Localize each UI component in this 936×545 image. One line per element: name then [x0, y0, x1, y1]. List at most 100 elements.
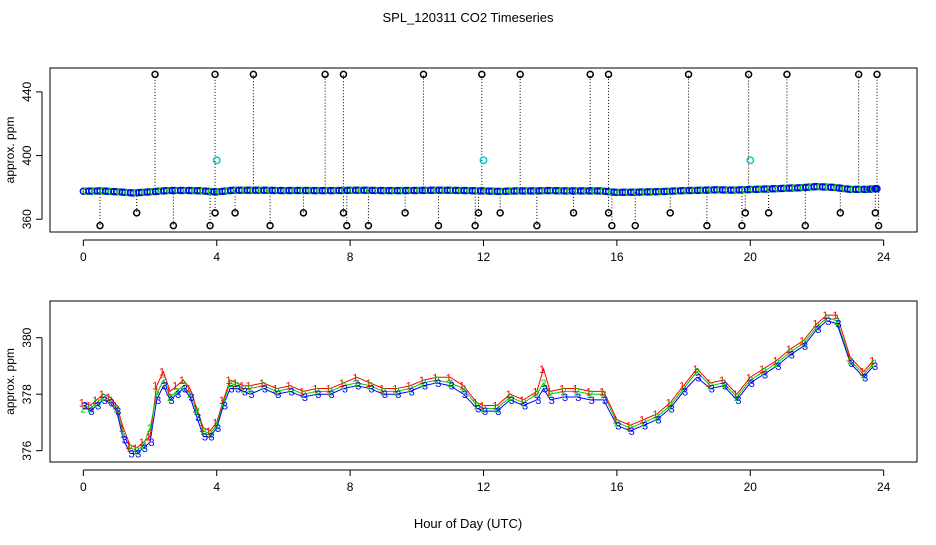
series-point-label: 1 — [612, 415, 618, 427]
outlier-point — [703, 221, 711, 230]
series-point-label: 1 — [112, 401, 118, 413]
series-point-label: 2 — [474, 401, 480, 413]
outlier-point — [533, 221, 541, 230]
series-point-label: 1 — [446, 372, 452, 384]
outlier-point — [364, 221, 373, 230]
outlier-point — [738, 221, 746, 230]
series-point-label: 2 — [774, 358, 780, 370]
series-point-label: 3 — [355, 381, 361, 393]
series-point-label: 2 — [761, 367, 767, 379]
series-point-label: 3 — [749, 378, 755, 390]
y-tick-label: 360 — [20, 209, 34, 229]
series-point-label: 2 — [367, 381, 373, 393]
series-point-label: 3 — [835, 319, 841, 331]
series-point-label: 3 — [522, 401, 528, 413]
series-point-label: 3 — [82, 401, 88, 413]
series-point-label: 1 — [246, 381, 252, 393]
series-point-label: 3 — [289, 386, 295, 398]
series-point-label: 2 — [434, 375, 440, 387]
series-point-label: 3 — [249, 389, 255, 401]
series-point-label: 1 — [179, 375, 185, 387]
series-point-label: 2 — [420, 378, 426, 390]
series-point-label: 2 — [220, 398, 226, 410]
outlier-point — [666, 209, 674, 217]
series-point-label: 2 — [147, 423, 153, 435]
x-tick-label: 4 — [213, 480, 220, 494]
series-point-label: 3 — [369, 384, 375, 396]
x-tick-label: 0 — [80, 480, 87, 494]
series-point-label: 3 — [789, 350, 795, 362]
series-point-label: 3 — [188, 392, 194, 404]
series-point-label: 1 — [105, 392, 111, 404]
series-point-label: 2 — [560, 386, 566, 398]
series-point-label: 1 — [199, 423, 205, 435]
series-point-label: 1 — [125, 440, 131, 452]
series-point-label: 2 — [614, 417, 620, 429]
series-point-label: 1 — [79, 398, 85, 410]
series-point-label: 2 — [747, 375, 753, 387]
series-point-label: 2 — [534, 389, 540, 401]
series-point-label: 3 — [135, 449, 141, 461]
series-point-label: 2 — [574, 386, 580, 398]
series-point-label: 2 — [407, 384, 413, 396]
series-point-label: 1 — [339, 378, 345, 390]
series-point-label: 1 — [812, 319, 818, 331]
series-point-label: 3 — [549, 395, 555, 407]
series-point-label: 2 — [627, 423, 633, 435]
series-point-label: 2 — [520, 398, 526, 410]
series-point-label: 1 — [139, 437, 145, 449]
series-point-label: 3 — [168, 395, 174, 407]
series-point-label: 2 — [274, 386, 280, 398]
outlier-point — [496, 209, 504, 217]
series-point-label: 1 — [626, 420, 632, 432]
outlier-point — [249, 70, 258, 79]
series-point-label: 3 — [395, 389, 401, 401]
series-point-label: 2 — [120, 429, 126, 441]
series-point-label: 1 — [392, 384, 398, 396]
series-point-label: 3 — [682, 386, 688, 398]
chart-title: SPL_120311 CO2 Timeseries — [382, 10, 554, 25]
plot-frame — [49, 67, 918, 233]
series-point-label: 1 — [666, 398, 672, 410]
series-point-label: 3 — [825, 316, 831, 328]
series-point-label: 2 — [667, 401, 673, 413]
x-tick-label: 8 — [347, 250, 354, 264]
series-point-label: 1 — [432, 372, 438, 384]
outlier-point — [516, 70, 524, 79]
series-point-label: 2 — [340, 381, 346, 393]
series-point-label: 2 — [194, 406, 200, 418]
series-point-label: 2 — [127, 443, 133, 455]
series-point-label: 1 — [85, 401, 91, 413]
outlier-point — [471, 221, 479, 230]
series-point-label: 3 — [422, 381, 428, 393]
series-point-label: 2 — [847, 355, 853, 367]
series-point-label: 2 — [814, 321, 820, 333]
highlight-point — [212, 156, 221, 165]
series-point-label: 1 — [299, 386, 305, 398]
series-point-label: 2 — [134, 446, 140, 458]
series-point-label: 3 — [115, 406, 121, 418]
series-point-label: 2 — [180, 381, 186, 393]
series-point-label: 3 — [629, 426, 635, 438]
series-point-label: 1 — [546, 386, 552, 398]
series-point-label: 2 — [640, 417, 646, 429]
series-point-label: 3 — [222, 401, 228, 413]
series-point-label: 2 — [287, 384, 293, 396]
series-point-label: 1 — [239, 381, 245, 393]
series-point-label: 1 — [559, 384, 565, 396]
series-point-label: 1 — [746, 372, 752, 384]
series-point-label: 2 — [167, 392, 173, 404]
outlier-point — [419, 70, 428, 79]
series-point-label: 1 — [832, 310, 838, 322]
y-tick-label: 378 — [20, 384, 34, 404]
outlier-point — [604, 209, 613, 217]
series-point-label: 3 — [148, 437, 154, 449]
series-point-label: 1 — [706, 378, 712, 390]
series-point-label: 1 — [846, 352, 852, 364]
series-point-label: 3 — [182, 384, 188, 396]
series-point-label: 1 — [652, 409, 658, 421]
y-tick-label: 380 — [20, 327, 34, 347]
series-point-label: 3 — [535, 395, 541, 407]
series-point-label: 2 — [394, 386, 400, 398]
outlier-point — [231, 209, 239, 217]
